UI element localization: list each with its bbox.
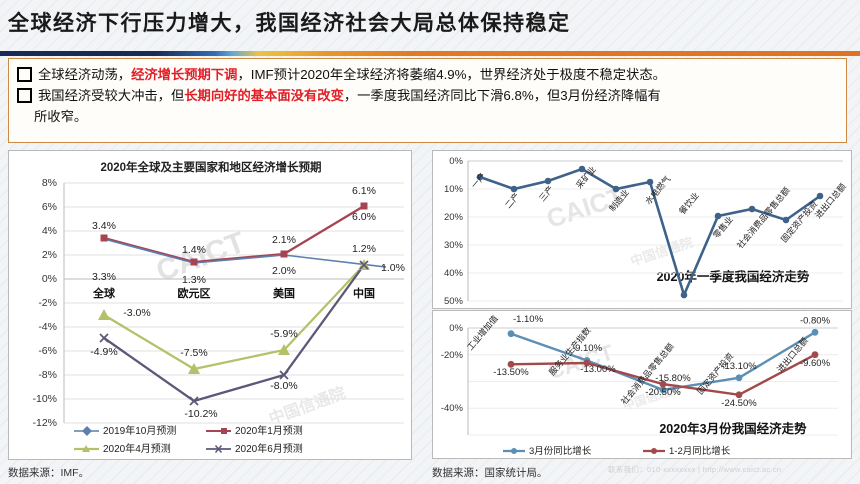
svg-text:一产: 一产 bbox=[469, 171, 488, 190]
svg-text:2020年4月预测: 2020年4月预测 bbox=[103, 442, 171, 455]
svg-text:全球: 全球 bbox=[92, 286, 116, 300]
svg-text:-1.10%: -1.10% bbox=[513, 314, 544, 325]
svg-text:8%: 8% bbox=[42, 177, 57, 189]
svg-text:餐饮业: 餐饮业 bbox=[677, 190, 701, 216]
svg-text:40%: 40% bbox=[444, 268, 464, 279]
svg-text:欧元区: 欧元区 bbox=[178, 286, 211, 300]
svg-text:3.3%: 3.3% bbox=[92, 271, 116, 283]
svg-text:2.0%: 2.0% bbox=[272, 265, 296, 277]
svg-text:-5.9%: -5.9% bbox=[270, 328, 297, 340]
svg-text:工业增加值: 工业增加值 bbox=[465, 313, 500, 352]
svg-text:-12%: -12% bbox=[32, 417, 57, 429]
svg-text:3月份同比增长: 3月份同比增长 bbox=[529, 445, 592, 457]
svg-text:-13.50%: -13.50% bbox=[493, 367, 529, 378]
svg-text:-4%: -4% bbox=[38, 321, 57, 333]
svg-text:2.1%: 2.1% bbox=[272, 234, 296, 246]
svg-text:2019年10月预测: 2019年10月预测 bbox=[103, 424, 176, 437]
svg-text:-10%: -10% bbox=[32, 393, 57, 405]
svg-text:固定资产投资: 固定资产投资 bbox=[695, 350, 736, 396]
svg-text:-13.00%: -13.00% bbox=[580, 364, 616, 375]
svg-text:1.3%: 1.3% bbox=[182, 274, 206, 286]
svg-text:30%: 30% bbox=[444, 240, 464, 251]
svg-text:2%: 2% bbox=[42, 249, 57, 261]
svg-text:1.2%: 1.2% bbox=[352, 243, 376, 255]
svg-text:50%: 50% bbox=[444, 296, 464, 307]
svg-text:6.1%: 6.1% bbox=[352, 185, 376, 197]
svg-text:20%: 20% bbox=[444, 212, 464, 223]
svg-text:-7.5%: -7.5% bbox=[180, 347, 207, 359]
svg-text:0%: 0% bbox=[449, 156, 463, 167]
svg-text:-3.0%: -3.0% bbox=[123, 307, 150, 319]
svg-text:二产: 二产 bbox=[503, 191, 522, 210]
svg-text:-24.50%: -24.50% bbox=[721, 398, 757, 409]
svg-text:-0.80%: -0.80% bbox=[800, 316, 831, 327]
svg-text:-9.60%: -9.60% bbox=[800, 358, 831, 369]
svg-text:0%: 0% bbox=[42, 273, 57, 285]
svg-text:-2%: -2% bbox=[38, 297, 57, 309]
svg-text:3.4%: 3.4% bbox=[92, 220, 116, 232]
svg-text:2020年1月预测: 2020年1月预测 bbox=[235, 424, 303, 437]
svg-text:-20.50%: -20.50% bbox=[645, 387, 681, 398]
svg-text:0%: 0% bbox=[449, 323, 463, 334]
svg-text:10%: 10% bbox=[444, 184, 464, 195]
svg-text:中国信通院: 中国信通院 bbox=[628, 235, 694, 269]
svg-text:进出口总额: 进出口总额 bbox=[813, 181, 848, 220]
svg-text:2020年3月份我国经济走势: 2020年3月份我国经济走势 bbox=[659, 421, 807, 436]
svg-text:1-2月同比增长: 1-2月同比增长 bbox=[669, 445, 731, 457]
svg-text:-40%: -40% bbox=[441, 403, 464, 414]
svg-text:中国: 中国 bbox=[353, 286, 375, 300]
svg-text:-8%: -8% bbox=[38, 369, 57, 381]
svg-text:4%: 4% bbox=[42, 225, 57, 237]
svg-text:美国: 美国 bbox=[273, 286, 295, 300]
svg-text:2020年6月预测: 2020年6月预测 bbox=[235, 442, 303, 455]
svg-text:-6%: -6% bbox=[38, 345, 57, 357]
svg-text:-20%: -20% bbox=[441, 350, 464, 361]
svg-text:-10.2%: -10.2% bbox=[184, 408, 217, 420]
svg-text:-15.80%: -15.80% bbox=[655, 373, 691, 384]
svg-text:1.0%: 1.0% bbox=[381, 262, 405, 274]
svg-text:2020年全球及主要国家和地区经济增长预期: 2020年全球及主要国家和地区经济增长预期 bbox=[100, 160, 321, 174]
svg-text:水电燃气: 水电燃气 bbox=[643, 173, 673, 206]
svg-text:6.0%: 6.0% bbox=[352, 211, 376, 223]
svg-text:三产: 三产 bbox=[537, 184, 556, 203]
svg-text:1.4%: 1.4% bbox=[182, 244, 206, 256]
svg-text:-8.0%: -8.0% bbox=[270, 380, 297, 392]
svg-text:-4.9%: -4.9% bbox=[90, 346, 117, 358]
svg-text:6%: 6% bbox=[42, 201, 57, 213]
